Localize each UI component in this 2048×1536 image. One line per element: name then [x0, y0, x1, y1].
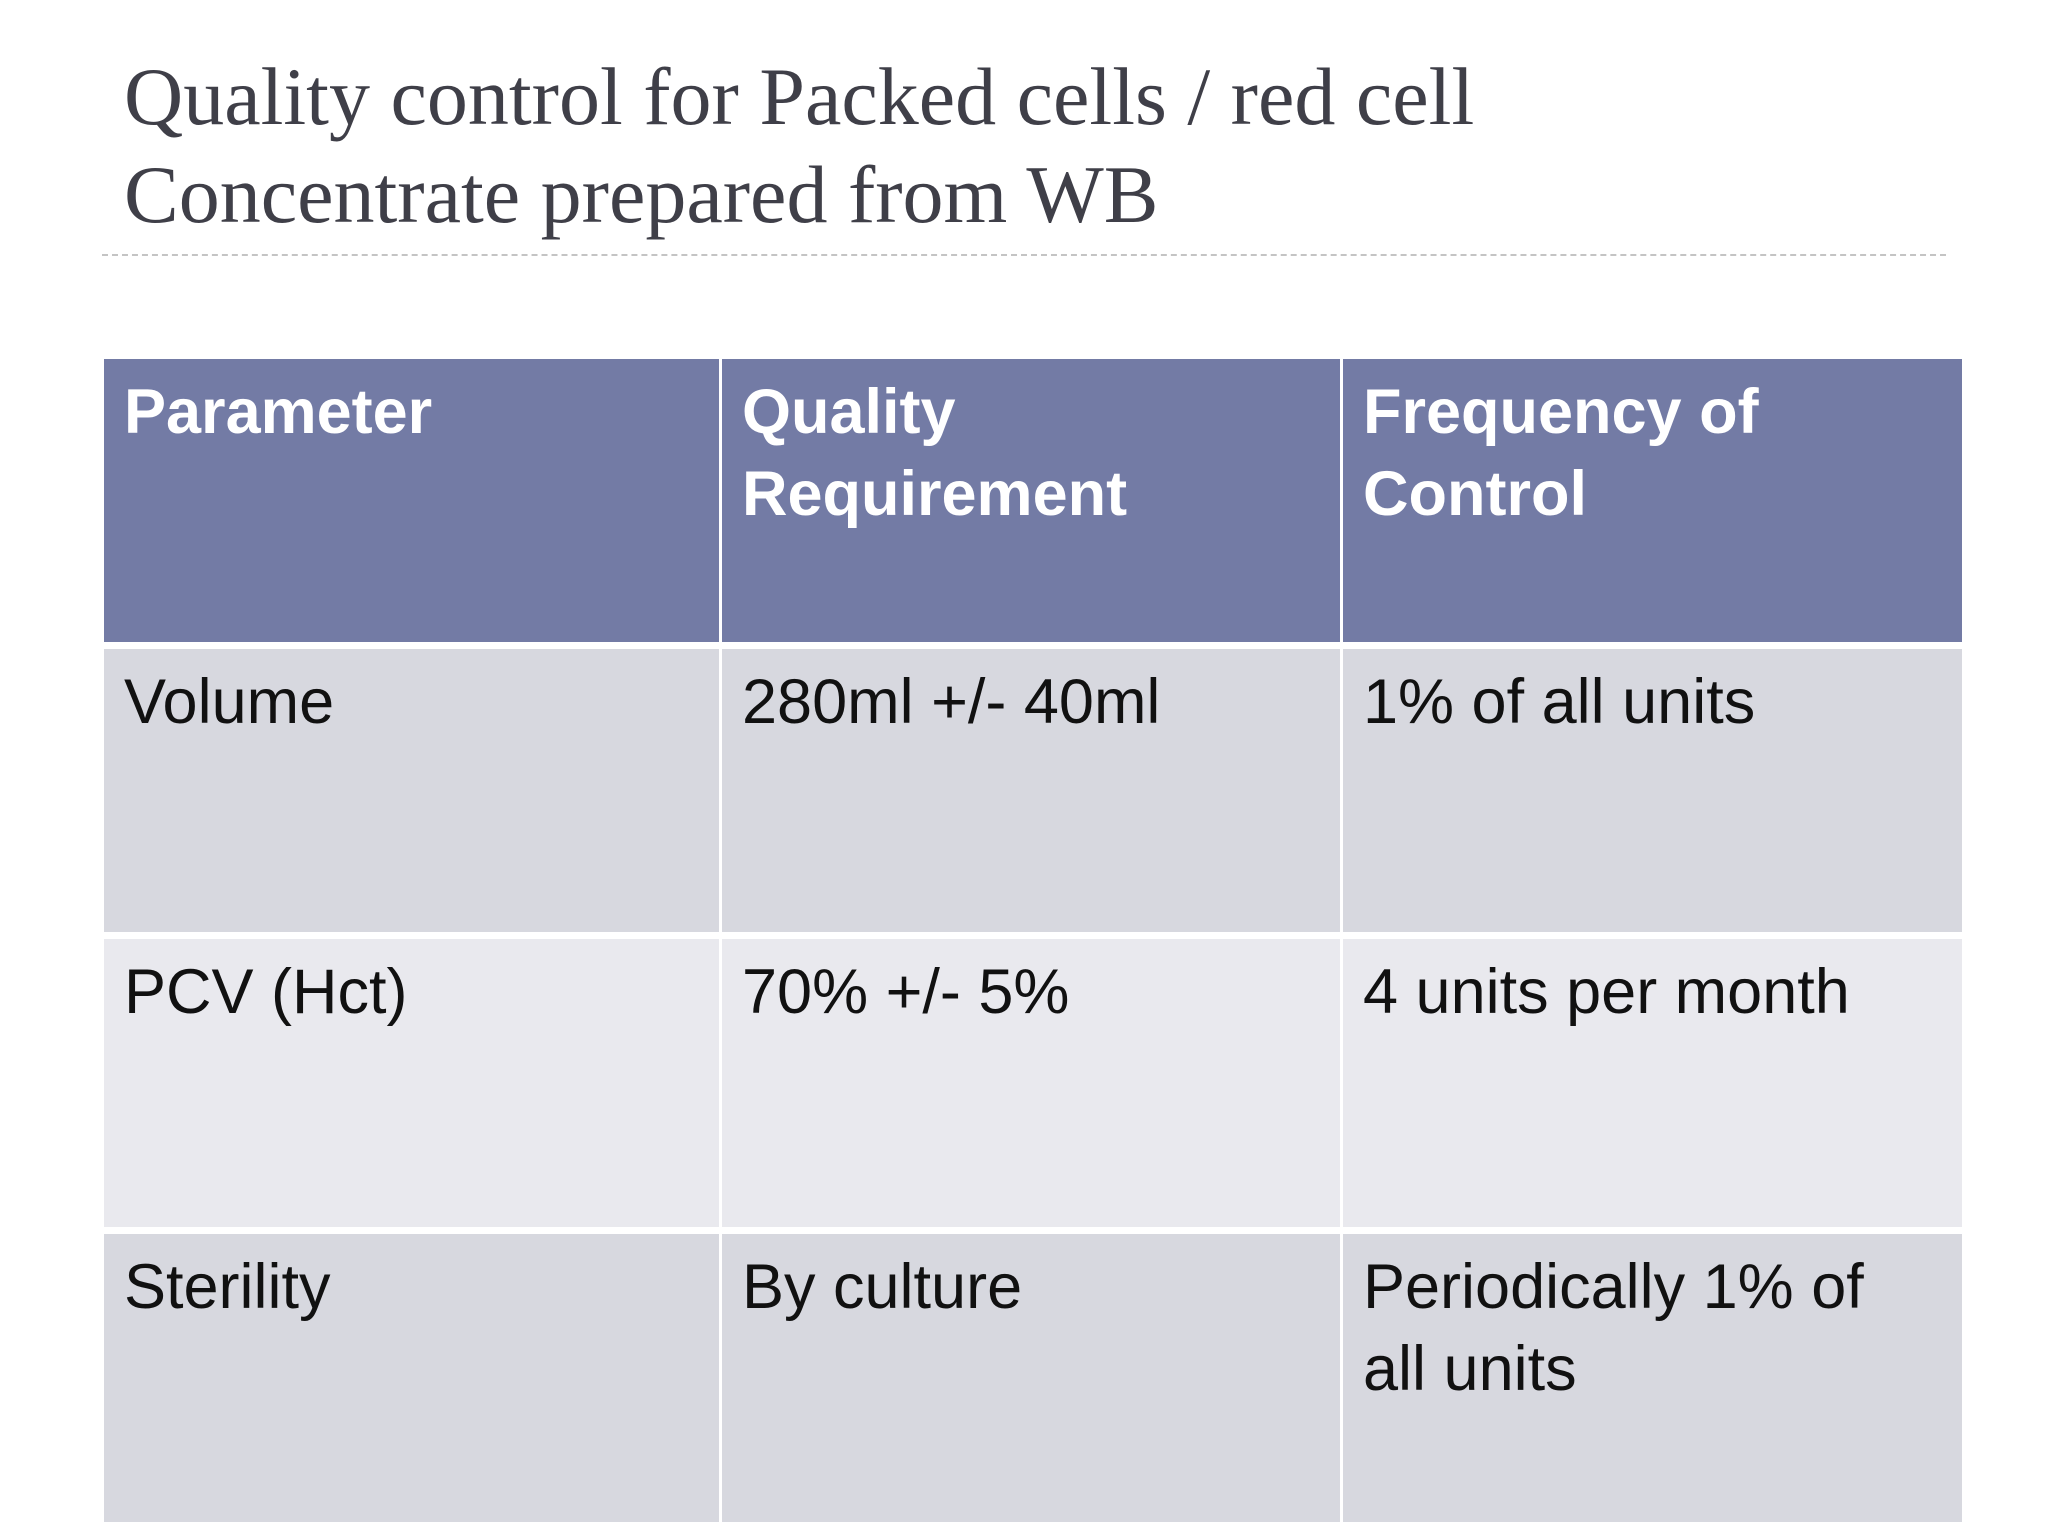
header-cell: Parameter [104, 359, 722, 649]
header-cell: Frequency of Control [1343, 359, 1962, 649]
table-cell: 1% of all units [1343, 649, 1962, 939]
table-cell: Sterility [104, 1234, 722, 1529]
qc-table: Parameter Quality Requirement Frequency of… [104, 359, 1962, 1529]
table-cell: 4 units per month [1343, 939, 1962, 1234]
slide-title: Quality control for Packed cells / red c… [124, 51, 1475, 240]
title-rule [102, 254, 1946, 256]
table-cell: Volume [104, 649, 722, 939]
table-cell: By culture [722, 1234, 1343, 1529]
table-cell: 280ml +/- 40ml [722, 649, 1343, 939]
table-cell: PCV (Hct) [104, 939, 722, 1234]
table-cell: Periodically 1% of all units [1343, 1234, 1962, 1529]
header-cell: Quality Requirement [722, 359, 1343, 649]
table-cell: 70% +/- 5% [722, 939, 1343, 1234]
